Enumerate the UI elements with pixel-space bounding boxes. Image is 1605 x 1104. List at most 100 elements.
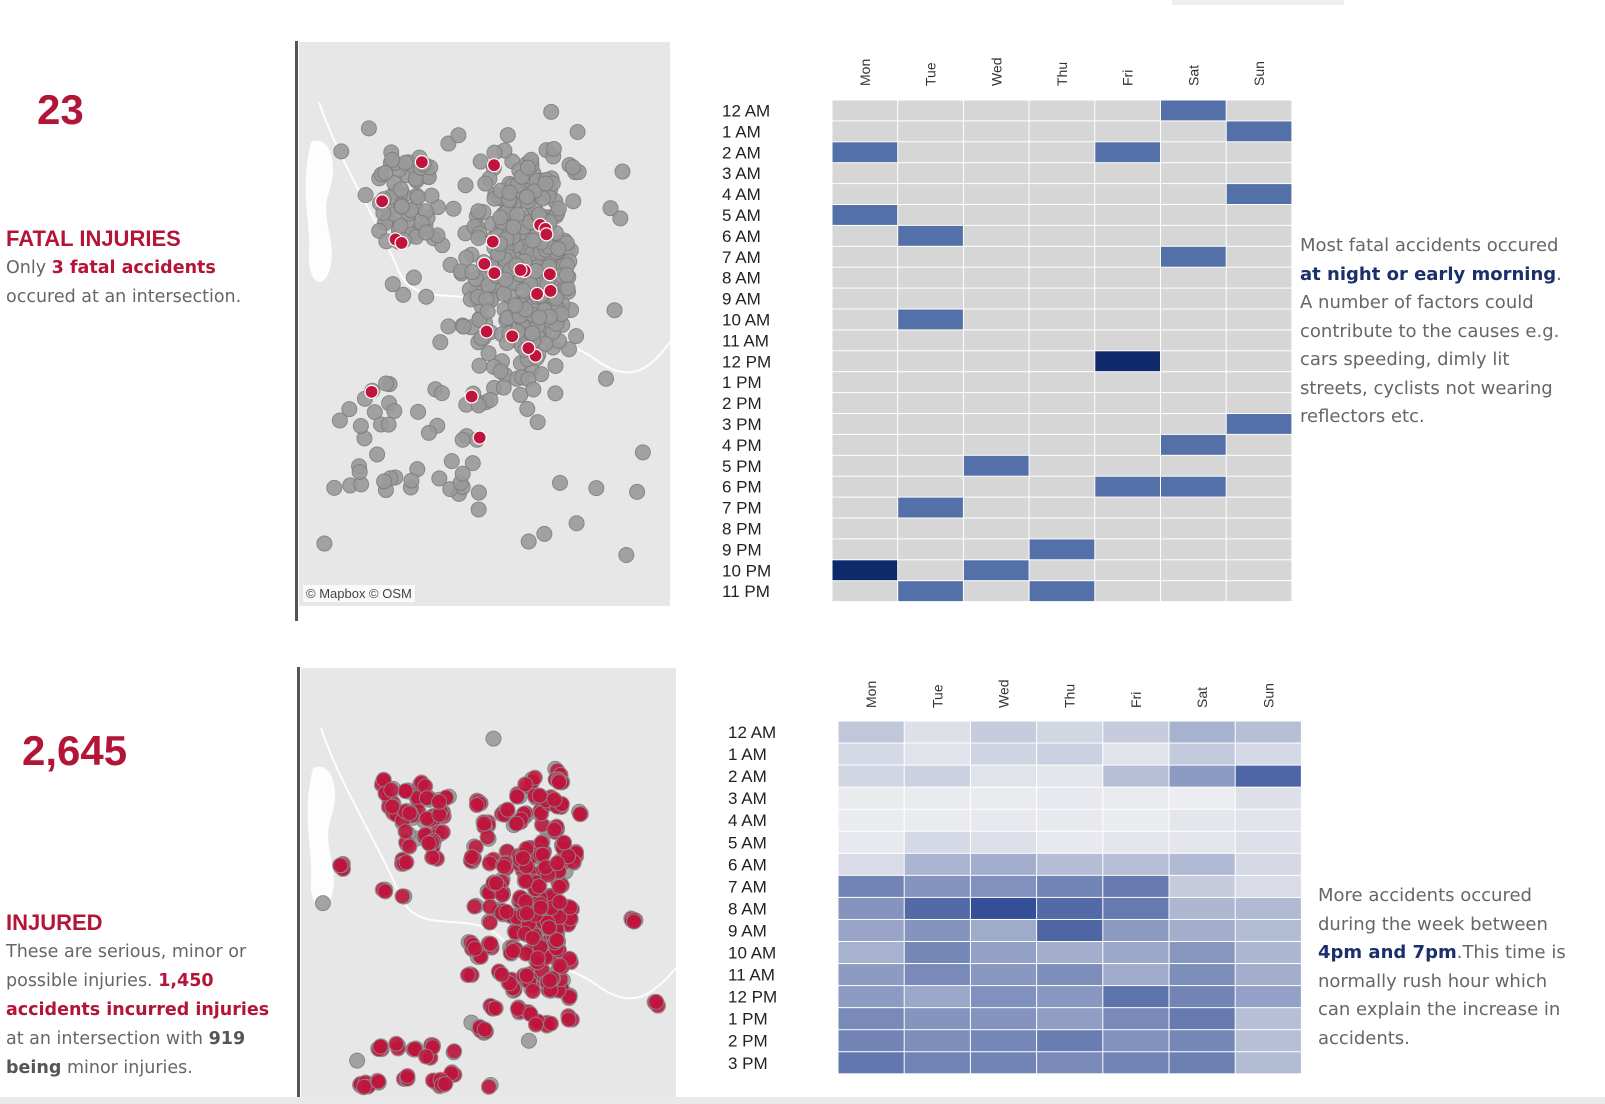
heatmap-cell[interactable] <box>832 581 898 602</box>
heatmap-cell[interactable] <box>970 964 1037 986</box>
heatmap-cell[interactable] <box>1029 163 1095 184</box>
map-point[interactable] <box>418 224 435 241</box>
heatmap-cell[interactable] <box>963 414 1029 434</box>
map-point-highlight[interactable] <box>424 849 441 866</box>
heatmap-cell[interactable] <box>963 539 1029 560</box>
heatmap-cell[interactable] <box>1226 225 1292 246</box>
heatmap-cell[interactable] <box>1103 964 1169 986</box>
map-point-highlight[interactable] <box>550 774 567 791</box>
map-point[interactable] <box>393 198 410 215</box>
heatmap-cell[interactable] <box>1161 184 1226 204</box>
map-point[interactable] <box>450 127 467 144</box>
map-point-highlight[interactable] <box>541 972 558 989</box>
heatmap-cell[interactable] <box>970 897 1037 919</box>
heatmap-cell[interactable] <box>963 518 1029 539</box>
map-point-highlight[interactable] <box>377 883 394 900</box>
map-point-highlight[interactable] <box>332 857 349 874</box>
heatmap-cell[interactable] <box>1029 414 1095 434</box>
map-point-highlight[interactable] <box>518 967 535 984</box>
heatmap-cell[interactable] <box>1161 372 1226 393</box>
heatmap-cell[interactable] <box>832 455 898 476</box>
heatmap-cell[interactable] <box>1226 142 1292 163</box>
map-point[interactable] <box>369 446 386 463</box>
map-point[interactable] <box>558 266 575 283</box>
heatmap-cell[interactable] <box>1029 309 1095 330</box>
map-point[interactable] <box>455 318 472 335</box>
heatmap-cell[interactable] <box>1235 875 1301 897</box>
heatmap-cell[interactable] <box>1161 163 1226 184</box>
map-point[interactable] <box>564 159 581 176</box>
heatmap-cell[interactable] <box>970 853 1037 875</box>
map-point[interactable] <box>470 229 487 246</box>
heatmap-cell[interactable] <box>1169 964 1235 986</box>
map-point[interactable] <box>618 546 635 563</box>
heatmap-cell[interactable] <box>1226 330 1292 351</box>
map-point-highlight[interactable] <box>626 913 643 930</box>
heatmap-cell[interactable] <box>904 721 970 743</box>
heatmap-cell[interactable] <box>1037 897 1103 919</box>
map-point[interactable] <box>464 264 481 281</box>
map-point-highlight[interactable] <box>521 341 536 356</box>
heatmap-cell[interactable] <box>1095 434 1160 455</box>
map-point-highlight[interactable] <box>509 788 526 805</box>
injured-map-canvas[interactable] <box>301 668 676 1097</box>
heatmap-cell[interactable] <box>898 100 963 121</box>
map-point[interactable] <box>537 175 554 192</box>
heatmap-cell[interactable] <box>898 205 963 225</box>
heatmap-cell[interactable] <box>832 393 898 413</box>
heatmap-cell[interactable] <box>1095 246 1160 267</box>
map-point[interactable] <box>598 370 615 387</box>
map-point-highlight[interactable] <box>437 1075 454 1092</box>
map-point-highlight[interactable] <box>513 262 528 278</box>
map-point[interactable] <box>492 363 509 380</box>
heatmap-cell[interactable] <box>1095 518 1160 539</box>
map-point[interactable] <box>386 403 403 420</box>
heatmap-cell[interactable] <box>1226 393 1292 413</box>
heatmap-cell[interactable] <box>963 184 1029 204</box>
heatmap-cell[interactable] <box>970 1030 1037 1052</box>
map-point-highlight[interactable] <box>466 898 483 915</box>
map-point-highlight[interactable] <box>414 155 429 170</box>
heatmap-cell[interactable] <box>838 964 904 986</box>
heatmap-cell[interactable] <box>963 121 1029 142</box>
heatmap-cell[interactable] <box>1103 831 1169 853</box>
heatmap-cell[interactable] <box>963 581 1029 602</box>
heatmap-cell[interactable] <box>832 372 898 393</box>
map-point-highlight[interactable] <box>546 791 563 808</box>
heatmap-cell[interactable] <box>1095 581 1160 602</box>
heatmap-cell[interactable] <box>1161 205 1226 225</box>
heatmap-cell[interactable] <box>1161 288 1226 309</box>
heatmap-cell[interactable] <box>904 831 970 853</box>
heatmap-cell[interactable] <box>1235 942 1301 964</box>
map-point-highlight[interactable] <box>480 1078 497 1095</box>
heatmap-cell[interactable] <box>963 163 1029 184</box>
map-point[interactable] <box>550 240 567 257</box>
map-point-highlight[interactable] <box>401 805 418 822</box>
heatmap-cell[interactable] <box>970 919 1037 941</box>
heatmap-cell[interactable] <box>1235 986 1301 1008</box>
heatmap-cell[interactable] <box>832 121 898 142</box>
map-point[interactable] <box>378 375 395 392</box>
heatmap-cell[interactable] <box>832 142 898 163</box>
heatmap-cell[interactable] <box>963 267 1029 288</box>
map-point[interactable] <box>524 232 541 249</box>
heatmap-cell[interactable] <box>1029 330 1095 351</box>
map-point[interactable] <box>519 400 536 417</box>
heatmap-cell[interactable] <box>904 964 970 986</box>
heatmap-cell[interactable] <box>970 787 1037 809</box>
map-point[interactable] <box>420 424 437 441</box>
heatmap-cell[interactable] <box>1161 560 1226 581</box>
map-point[interactable] <box>470 484 487 501</box>
heatmap-cell[interactable] <box>1029 142 1095 163</box>
heatmap-cell[interactable] <box>1226 372 1292 393</box>
heatmap-cell[interactable] <box>1037 721 1103 743</box>
map-point[interactable] <box>525 381 542 398</box>
heatmap-cell[interactable] <box>1029 581 1095 602</box>
heatmap-cell[interactable] <box>1095 121 1160 142</box>
map-point-highlight[interactable] <box>430 793 447 810</box>
map-point[interactable] <box>377 164 394 181</box>
heatmap-cell[interactable] <box>1029 246 1095 267</box>
heatmap-cell[interactable] <box>898 330 963 351</box>
heatmap-cell[interactable] <box>1095 393 1160 413</box>
map-point[interactable] <box>485 730 502 747</box>
